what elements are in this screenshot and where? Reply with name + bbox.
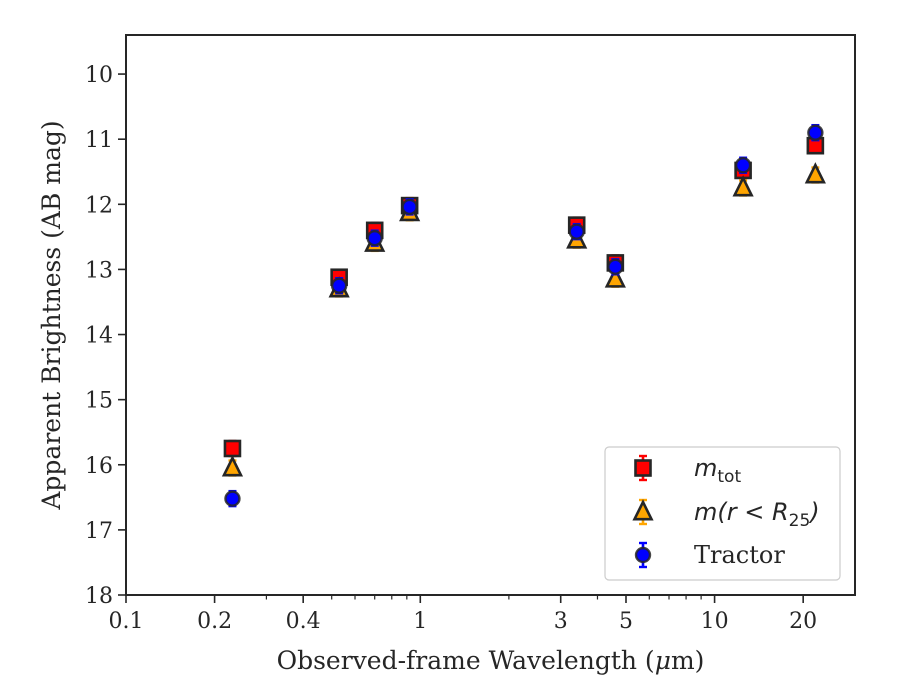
data-point-circle: [366, 229, 383, 247]
y-tick-label: 14: [85, 324, 113, 349]
legend-entry: m(r < R25): [632, 498, 820, 531]
x-tick-label: 0.2: [197, 609, 232, 634]
legend-entry: Tractor: [634, 541, 785, 569]
y-axis-label: Apparent Brightness (AB mag): [37, 120, 66, 510]
data-point-triangle: [604, 266, 626, 288]
y-tick-label: 16: [85, 454, 113, 479]
data-point-circle: [568, 223, 585, 240]
x-tick-label: 3: [554, 609, 568, 634]
x-tick-label: 0.4: [286, 609, 321, 634]
y-tick-label: 11: [85, 128, 113, 153]
y-tick-label: 13: [85, 258, 113, 283]
plot-frame: [125, 34, 856, 596]
y-tick-label: 15: [85, 389, 113, 414]
legend-entry: mtot: [634, 454, 741, 487]
data-point-circle: [734, 157, 752, 174]
data-point-square: [223, 439, 242, 458]
data-point-triangle: [732, 175, 754, 197]
data-point-circle: [330, 277, 348, 294]
y-tick-label: 12: [85, 193, 113, 218]
legend-marker-triangle: [632, 499, 654, 521]
series-1: [223, 136, 825, 458]
x-tick-label: 10: [701, 609, 729, 634]
x-tick-label: 1: [413, 609, 427, 634]
x-tick-label: 5: [619, 609, 633, 634]
x-tick-label: 20: [789, 609, 817, 634]
y-axis: 10 11 12 13 14 15 16 17 18: [85, 63, 126, 609]
x-axis-label: Observed-frame Wavelength (μm): [277, 646, 705, 675]
legend-marker-square: [634, 459, 652, 477]
data-point-triangle: [804, 162, 826, 184]
data-point-triangle: [221, 455, 244, 477]
data-point-circle: [607, 258, 624, 276]
x-tick-label: 0.1: [109, 609, 144, 634]
data-marks: [221, 123, 826, 508]
legend: mtot m(r < R25) Tractor: [604, 446, 841, 581]
data-point-circle: [807, 124, 824, 141]
legend-label: mtot: [694, 454, 741, 487]
y-tick-label: 18: [85, 584, 113, 609]
legend-label: m(r < R25): [694, 498, 820, 531]
legend-label: Tractor: [694, 541, 785, 569]
legend-box: [604, 446, 841, 581]
legend-marker-circle: [634, 546, 652, 564]
data-point-circle: [401, 198, 418, 216]
y-tick-label: 17: [85, 519, 113, 544]
data-point-circle: [224, 490, 241, 507]
series-3: [224, 123, 824, 508]
x-axis: 0.1 0.2 0.4 1 3 5 10 20: [109, 595, 817, 634]
series-2: [221, 162, 826, 477]
y-tick-label: 10: [85, 63, 113, 88]
